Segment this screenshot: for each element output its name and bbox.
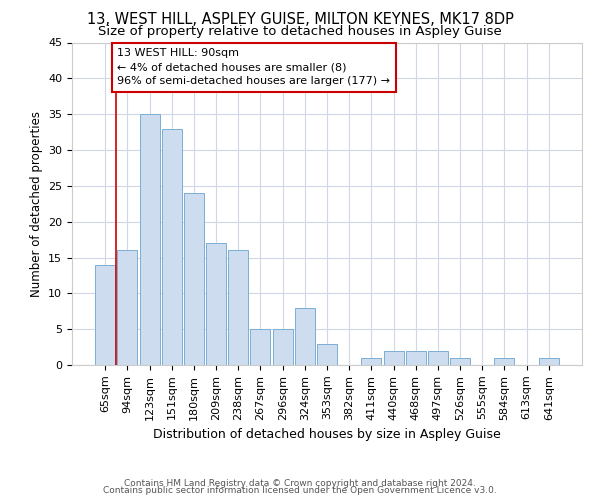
Text: Contains public sector information licensed under the Open Government Licence v3: Contains public sector information licen…: [103, 486, 497, 495]
Text: Contains HM Land Registry data © Crown copyright and database right 2024.: Contains HM Land Registry data © Crown c…: [124, 478, 476, 488]
Bar: [494, 358, 514, 365]
Y-axis label: Number of detached properties: Number of detached properties: [29, 111, 43, 296]
Bar: [428, 350, 448, 365]
Bar: [162, 128, 182, 365]
Bar: [450, 358, 470, 365]
Bar: [95, 264, 115, 365]
Bar: [272, 329, 293, 365]
Text: Size of property relative to detached houses in Aspley Guise: Size of property relative to detached ho…: [98, 25, 502, 38]
Bar: [250, 329, 271, 365]
Bar: [118, 250, 137, 365]
Bar: [406, 350, 426, 365]
Bar: [184, 193, 204, 365]
Text: 13 WEST HILL: 90sqm
← 4% of detached houses are smaller (8)
96% of semi-detached: 13 WEST HILL: 90sqm ← 4% of detached hou…: [118, 48, 391, 86]
Bar: [361, 358, 382, 365]
Bar: [383, 350, 404, 365]
Bar: [140, 114, 160, 365]
Bar: [317, 344, 337, 365]
Bar: [295, 308, 315, 365]
Bar: [539, 358, 559, 365]
Bar: [206, 243, 226, 365]
Bar: [228, 250, 248, 365]
Text: 13, WEST HILL, ASPLEY GUISE, MILTON KEYNES, MK17 8DP: 13, WEST HILL, ASPLEY GUISE, MILTON KEYN…: [86, 12, 514, 28]
X-axis label: Distribution of detached houses by size in Aspley Guise: Distribution of detached houses by size …: [153, 428, 501, 441]
